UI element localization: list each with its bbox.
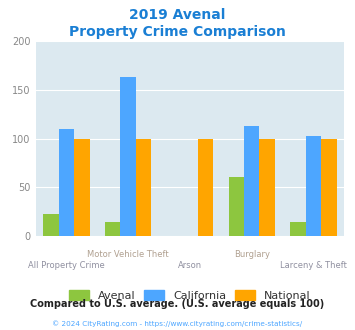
Text: Property Crime Comparison: Property Crime Comparison <box>69 25 286 39</box>
Text: Compared to U.S. average. (U.S. average equals 100): Compared to U.S. average. (U.S. average … <box>31 299 324 309</box>
Bar <box>229 177 244 236</box>
Bar <box>321 139 337 236</box>
Text: Motor Vehicle Theft: Motor Vehicle Theft <box>87 249 169 259</box>
Bar <box>260 139 275 236</box>
Bar <box>105 222 120 236</box>
Text: Burglary: Burglary <box>234 249 270 259</box>
Bar <box>43 214 59 236</box>
Text: Arson: Arson <box>178 261 202 270</box>
Text: 2019 Avenal: 2019 Avenal <box>129 8 226 22</box>
Text: © 2024 CityRating.com - https://www.cityrating.com/crime-statistics/: © 2024 CityRating.com - https://www.city… <box>53 320 302 327</box>
Legend: Avenal, California, National: Avenal, California, National <box>66 287 314 304</box>
Bar <box>74 139 89 236</box>
Text: Larceny & Theft: Larceny & Theft <box>280 261 347 270</box>
Bar <box>120 77 136 236</box>
Bar <box>59 129 74 236</box>
Bar <box>136 139 151 236</box>
Bar <box>244 126 260 236</box>
Bar <box>306 136 321 236</box>
Bar <box>290 222 306 236</box>
Text: All Property Crime: All Property Crime <box>28 261 105 270</box>
Bar <box>198 139 213 236</box>
